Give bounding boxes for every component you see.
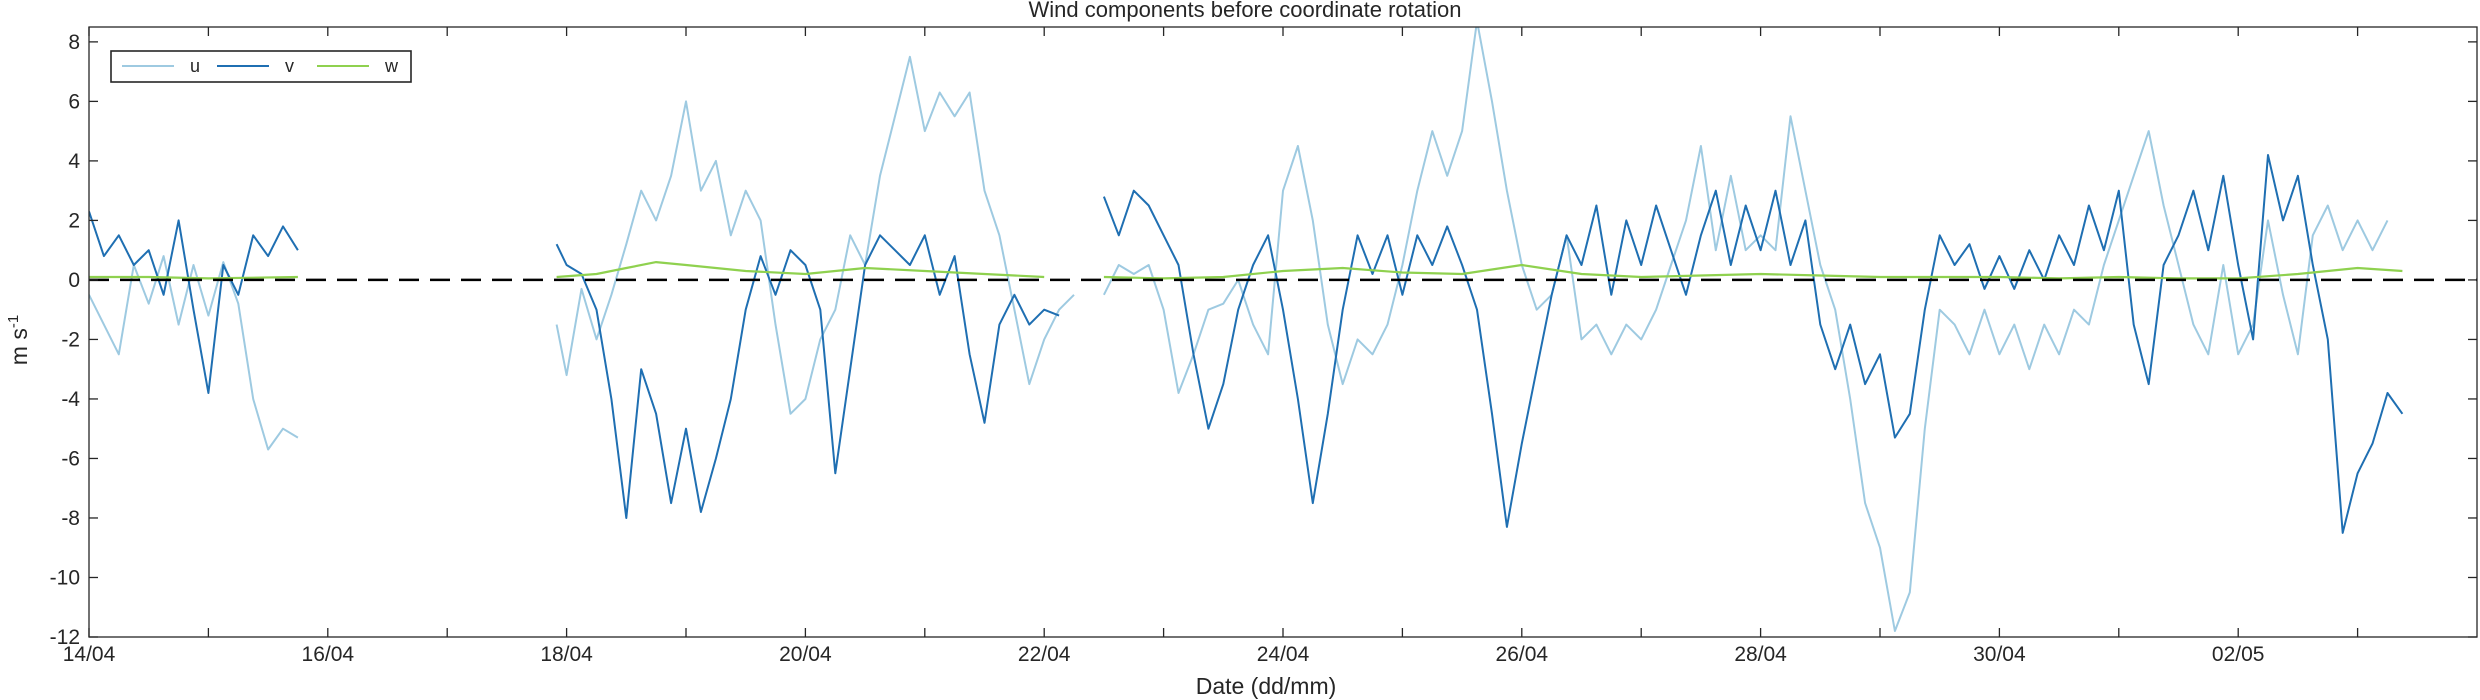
- y-tick-label: 6: [68, 90, 80, 113]
- series-line-w: [89, 261, 2403, 280]
- y-axis-label-exponent: -1: [5, 315, 22, 328]
- x-tick-label: 30/04: [1973, 643, 2026, 666]
- series-layer: [89, 27, 2404, 632]
- x-axis-label: Date (dd/mm): [1196, 673, 1337, 699]
- x-tick-label: 24/04: [1257, 643, 1310, 666]
- y-tick-label: 8: [68, 31, 80, 54]
- plot-area: [89, 27, 2477, 637]
- y-axis-ticks: 8 6 4 2 0 -2 -4 -6 -8 -10 -12: [50, 31, 2477, 649]
- series-line-v: [89, 154, 2404, 534]
- y-tick-label: 0: [68, 269, 80, 292]
- x-tick-label: 02/05: [2212, 643, 2265, 666]
- x-tick-label: 22/04: [1018, 643, 1071, 666]
- legend-label-v: v: [285, 56, 294, 76]
- y-tick-label: 2: [68, 209, 80, 232]
- x-tick-label: 18/04: [540, 643, 593, 666]
- legend-label-u: u: [190, 56, 200, 76]
- x-axis-ticks: 14/04 16/04 18/04 20/04 22/04 24/04 26/04 28/04…: [63, 27, 2359, 666]
- y-tick-label: -2: [61, 328, 80, 351]
- y-axis-label: m s-1: [5, 315, 32, 365]
- legend-label-w: w: [384, 56, 399, 76]
- x-tick-label: 16/04: [302, 643, 355, 666]
- legend: u v w: [110, 50, 412, 83]
- x-tick-label: 26/04: [1496, 643, 1549, 666]
- x-tick-label: 20/04: [779, 643, 832, 666]
- plot-frame: [88, 26, 2478, 638]
- y-tick-label: 4: [68, 150, 80, 173]
- y-tick-label: -4: [61, 388, 80, 411]
- chart-title: Wind components before coordinate rotati…: [1029, 0, 1462, 22]
- x-tick-label: 28/04: [1734, 643, 1787, 666]
- y-tick-label: -12: [50, 626, 80, 649]
- y-tick-label: -10: [50, 566, 80, 589]
- y-tick-label: -8: [61, 507, 80, 530]
- y-axis-label-unit: m s: [6, 328, 32, 365]
- x-tick-label: 14/04: [63, 643, 116, 666]
- y-tick-label: -6: [61, 447, 80, 470]
